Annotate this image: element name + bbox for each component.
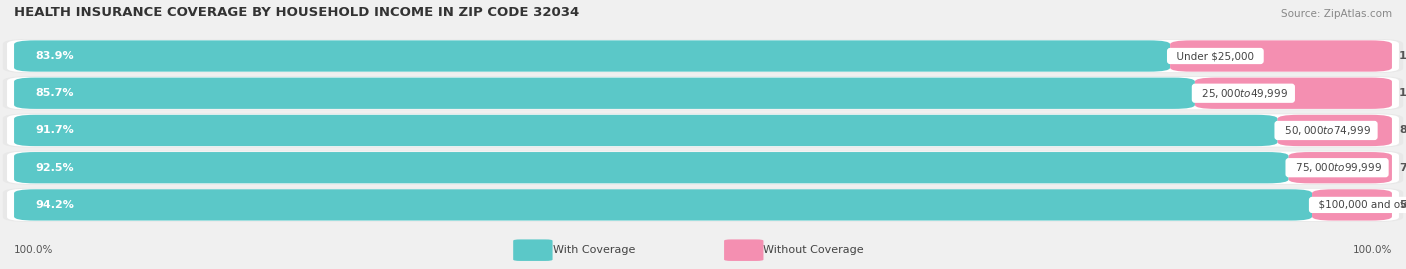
Text: With Coverage: With Coverage bbox=[553, 245, 636, 255]
Text: 100.0%: 100.0% bbox=[14, 245, 53, 255]
Text: $100,000 and over: $100,000 and over bbox=[1312, 200, 1406, 210]
Text: $50,000 to $74,999: $50,000 to $74,999 bbox=[1278, 124, 1375, 137]
Text: Under $25,000: Under $25,000 bbox=[1170, 51, 1261, 61]
FancyBboxPatch shape bbox=[3, 114, 1403, 147]
Text: 7.5%: 7.5% bbox=[1399, 163, 1406, 173]
FancyBboxPatch shape bbox=[3, 188, 1403, 222]
Text: 100.0%: 100.0% bbox=[1353, 245, 1392, 255]
FancyBboxPatch shape bbox=[7, 40, 1399, 72]
FancyBboxPatch shape bbox=[14, 152, 1288, 183]
FancyBboxPatch shape bbox=[3, 151, 1403, 185]
FancyBboxPatch shape bbox=[3, 39, 1403, 73]
Text: 85.7%: 85.7% bbox=[35, 88, 73, 98]
FancyBboxPatch shape bbox=[14, 77, 1195, 109]
Text: 94.2%: 94.2% bbox=[35, 200, 75, 210]
Text: Source: ZipAtlas.com: Source: ZipAtlas.com bbox=[1281, 9, 1392, 19]
Text: 14.3%: 14.3% bbox=[1399, 88, 1406, 98]
FancyBboxPatch shape bbox=[1312, 189, 1392, 221]
Text: 92.5%: 92.5% bbox=[35, 163, 73, 173]
FancyBboxPatch shape bbox=[7, 77, 1399, 109]
FancyBboxPatch shape bbox=[14, 189, 1312, 221]
FancyBboxPatch shape bbox=[3, 76, 1403, 110]
FancyBboxPatch shape bbox=[7, 151, 1399, 184]
Text: $25,000 to $49,999: $25,000 to $49,999 bbox=[1195, 87, 1292, 100]
Text: 8.3%: 8.3% bbox=[1399, 125, 1406, 136]
FancyBboxPatch shape bbox=[513, 239, 553, 261]
FancyBboxPatch shape bbox=[1288, 152, 1392, 183]
FancyBboxPatch shape bbox=[724, 239, 763, 261]
FancyBboxPatch shape bbox=[1278, 115, 1392, 146]
FancyBboxPatch shape bbox=[7, 114, 1399, 147]
FancyBboxPatch shape bbox=[14, 115, 1278, 146]
Text: 83.9%: 83.9% bbox=[35, 51, 73, 61]
Text: 91.7%: 91.7% bbox=[35, 125, 75, 136]
FancyBboxPatch shape bbox=[1170, 40, 1392, 72]
FancyBboxPatch shape bbox=[14, 40, 1170, 72]
Text: 5.8%: 5.8% bbox=[1399, 200, 1406, 210]
Text: $75,000 to $99,999: $75,000 to $99,999 bbox=[1288, 161, 1385, 174]
Text: HEALTH INSURANCE COVERAGE BY HOUSEHOLD INCOME IN ZIP CODE 32034: HEALTH INSURANCE COVERAGE BY HOUSEHOLD I… bbox=[14, 6, 579, 19]
Text: 16.1%: 16.1% bbox=[1399, 51, 1406, 61]
Text: Without Coverage: Without Coverage bbox=[763, 245, 865, 255]
FancyBboxPatch shape bbox=[7, 189, 1399, 221]
FancyBboxPatch shape bbox=[1195, 77, 1392, 109]
